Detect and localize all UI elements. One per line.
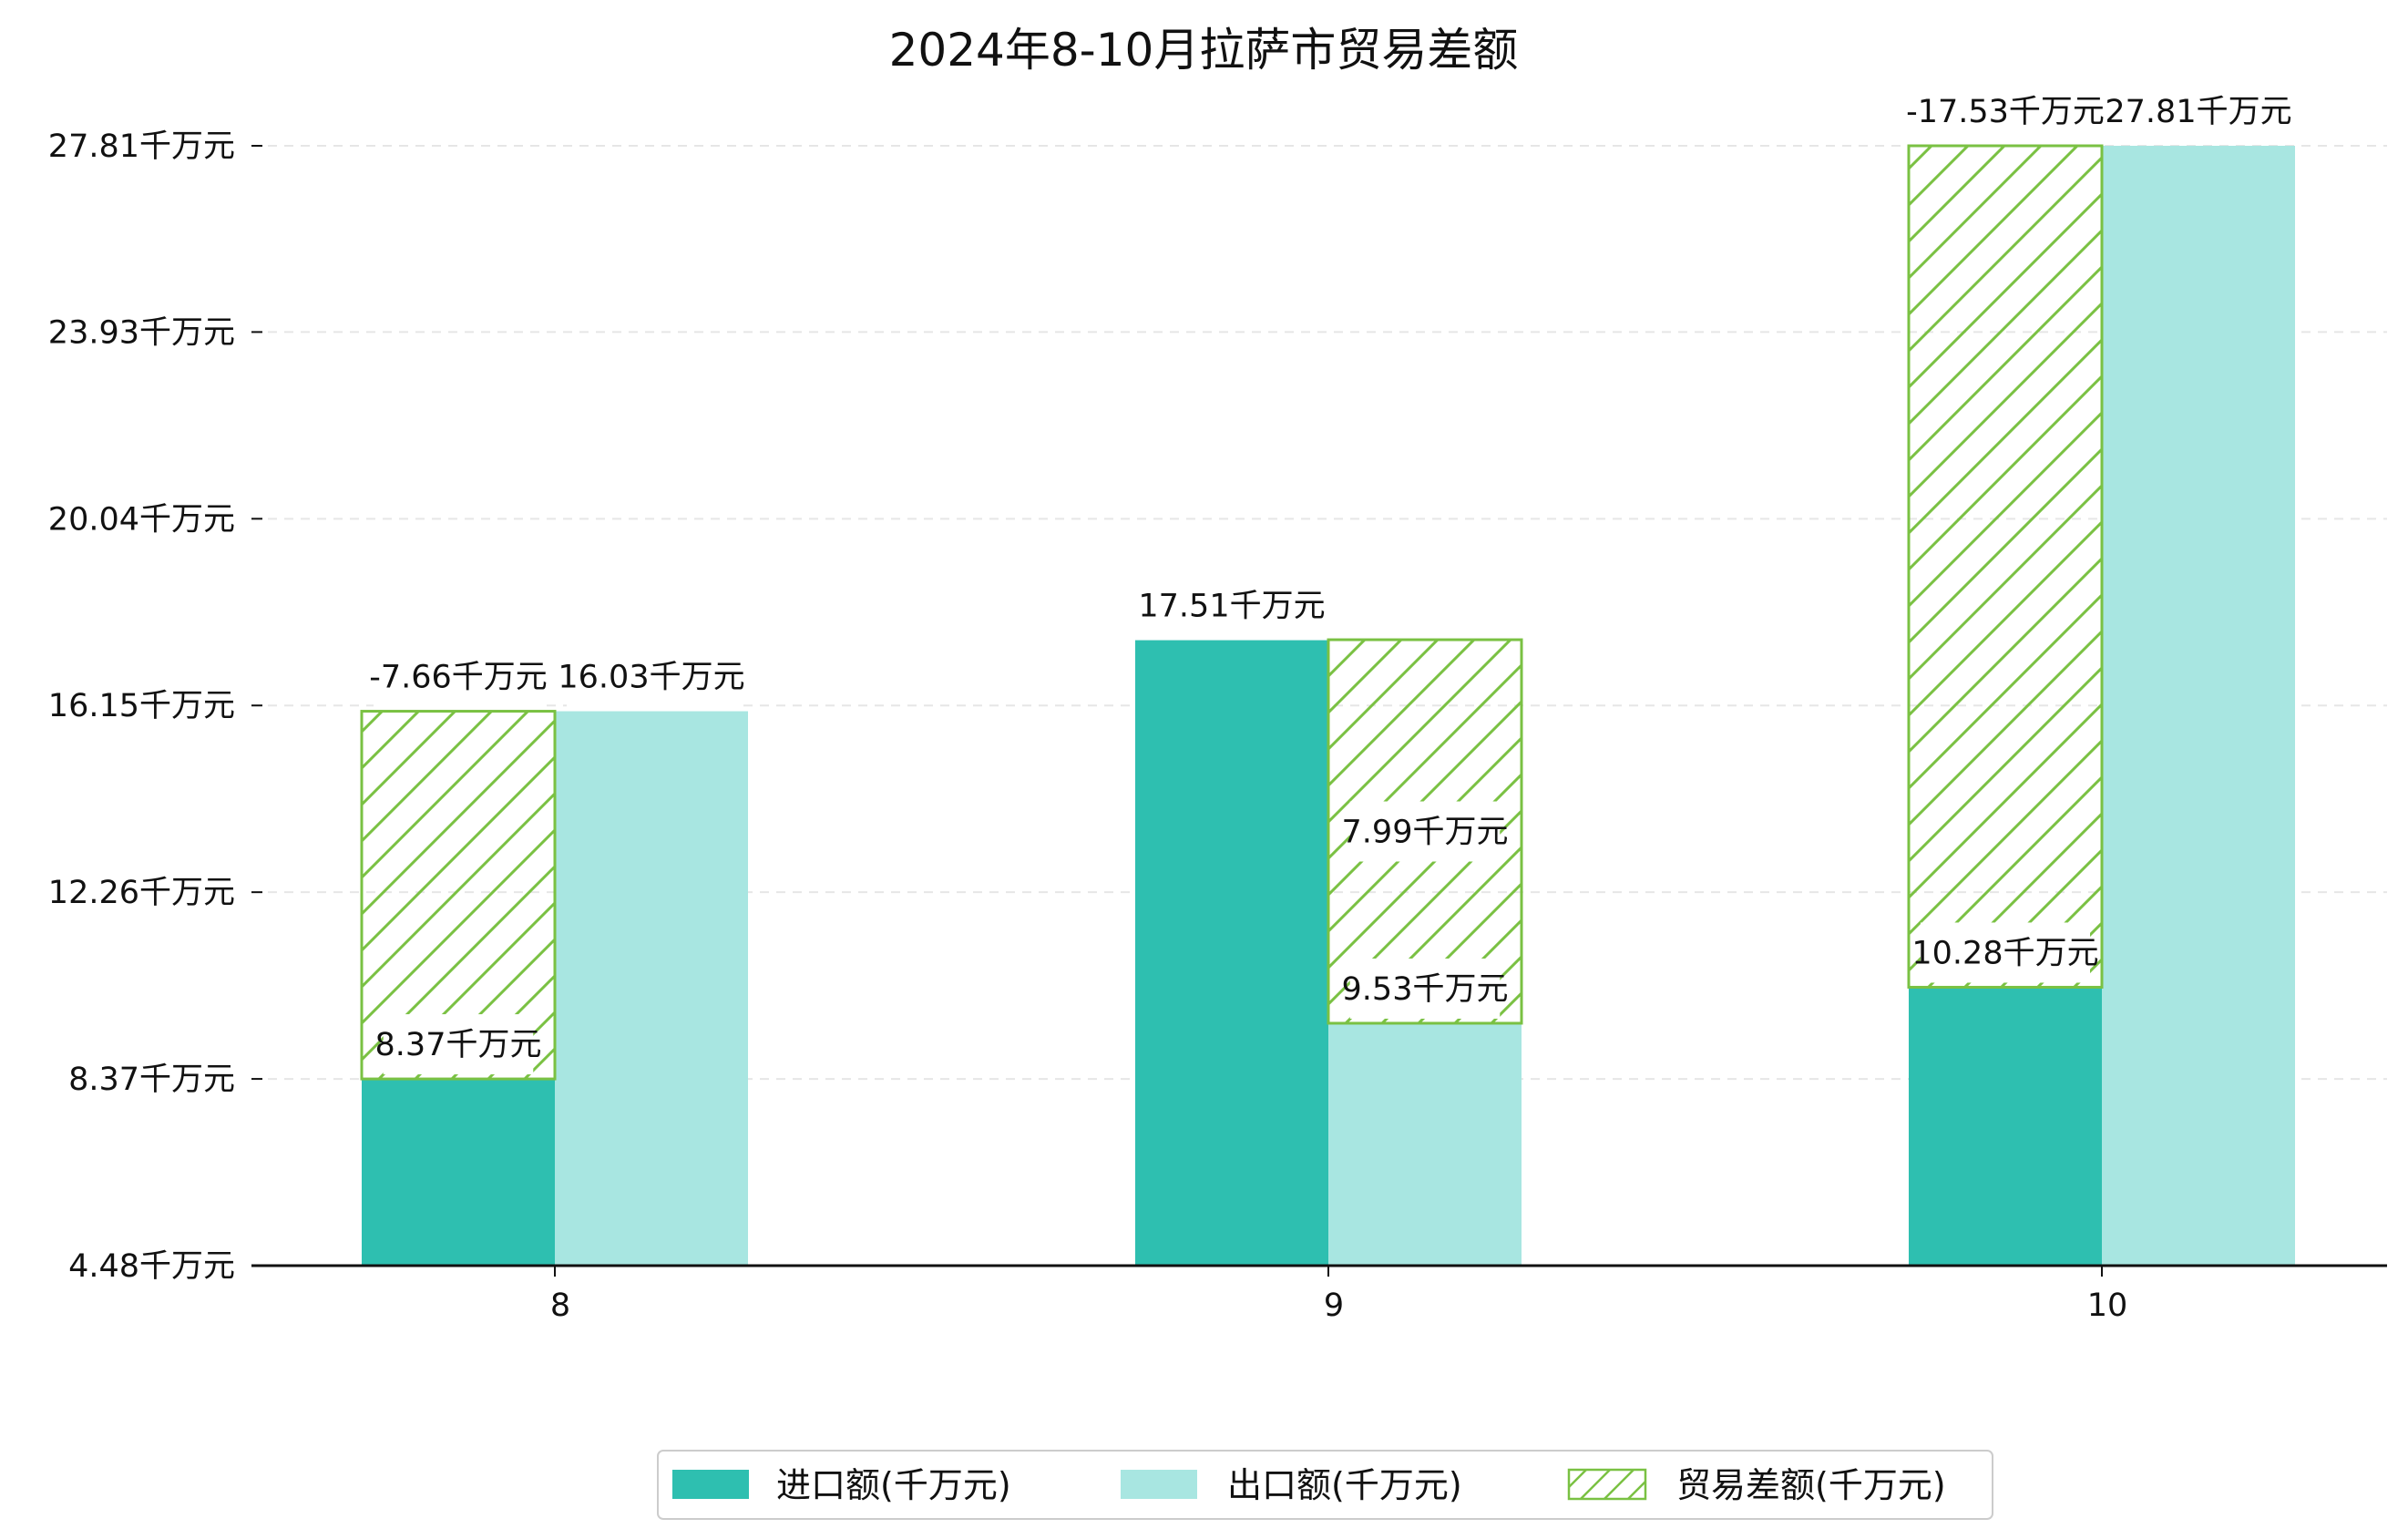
x-tick-label: 10 — [2087, 1288, 2128, 1324]
legend-label-import: 进口额(千万元) — [776, 1465, 1011, 1505]
export-value-label-bg — [567, 646, 736, 707]
export-bar — [555, 711, 748, 1266]
import-value-label: 17.51千万元 — [1138, 589, 1325, 625]
import-bar — [1135, 640, 1328, 1266]
import-value-label-bg — [1147, 575, 1317, 636]
x-axis: 8 9 10 — [251, 1264, 2387, 1324]
chart-title: 2024年8-10月拉萨市贸易差额 — [889, 24, 1519, 77]
x-tick-label: 9 — [1324, 1288, 1344, 1324]
y-tick-label: 20.04千万元 — [48, 501, 235, 538]
y-axis: 4.48千万元 8.37千万元 12.26千万元 16.15千万元 20.04千万元 23… — [48, 128, 262, 1285]
y-tick-label: 12.26千万元 — [48, 875, 235, 911]
balance-value-label-bg — [1349, 801, 1501, 862]
y-tick-label: 4.48千万元 — [68, 1248, 235, 1285]
balance-value-label: 7.99千万元 — [1342, 815, 1509, 851]
balance-value-label-bg — [1911, 81, 2100, 141]
y-tick-label: 8.37千万元 — [68, 1062, 235, 1098]
y-tick-label: 16.15千万元 — [48, 688, 235, 724]
balance-value-label: -7.66千万元 — [369, 660, 548, 696]
legend-frame — [657, 1450, 1993, 1520]
import-value-label-bg — [1921, 922, 2090, 983]
y-tick-label: 23.93千万元 — [48, 314, 235, 351]
legend-label-balance: 贸易差额(千万元) — [1676, 1465, 1946, 1505]
balance-bar — [1907, 144, 2104, 989]
export-bar — [2102, 146, 2295, 1266]
y-tick-label: 27.81千万元 — [48, 128, 235, 165]
legend-swatch-export — [1121, 1470, 1197, 1499]
import-value-label: 8.37千万元 — [375, 1027, 542, 1063]
import-value-label-bg — [383, 1014, 534, 1075]
export-value-label: 9.53千万元 — [1342, 971, 1509, 1008]
balance-value-label: -17.53千万元 — [1906, 94, 2105, 130]
import-bar — [362, 1079, 555, 1266]
export-value-label: 16.03千万元 — [558, 660, 744, 696]
export-value-label-bg — [1349, 958, 1501, 1019]
legend-label-export: 出口额(千万元) — [1227, 1465, 1462, 1505]
export-value-label: 27.81千万元 — [2105, 94, 2291, 130]
export-bar — [1328, 1022, 1522, 1266]
data-labels: 8.37千万元 16.03千万元 -7.66千万元 17.51千万元 9.53千万元 7.… — [369, 81, 2292, 1075]
legend-swatch-import — [672, 1470, 749, 1499]
legend: 进口额(千万元) 出口额(千万元) 贸易差额(千万元) — [657, 1450, 1993, 1520]
export-value-label-bg — [2114, 81, 2283, 141]
balance-value-label-bg — [374, 646, 543, 707]
import-bar — [1909, 987, 2102, 1266]
x-tick-label: 8 — [550, 1288, 570, 1324]
legend-swatch-balance — [1567, 1468, 1647, 1501]
import-value-label: 10.28千万元 — [1911, 935, 2098, 971]
